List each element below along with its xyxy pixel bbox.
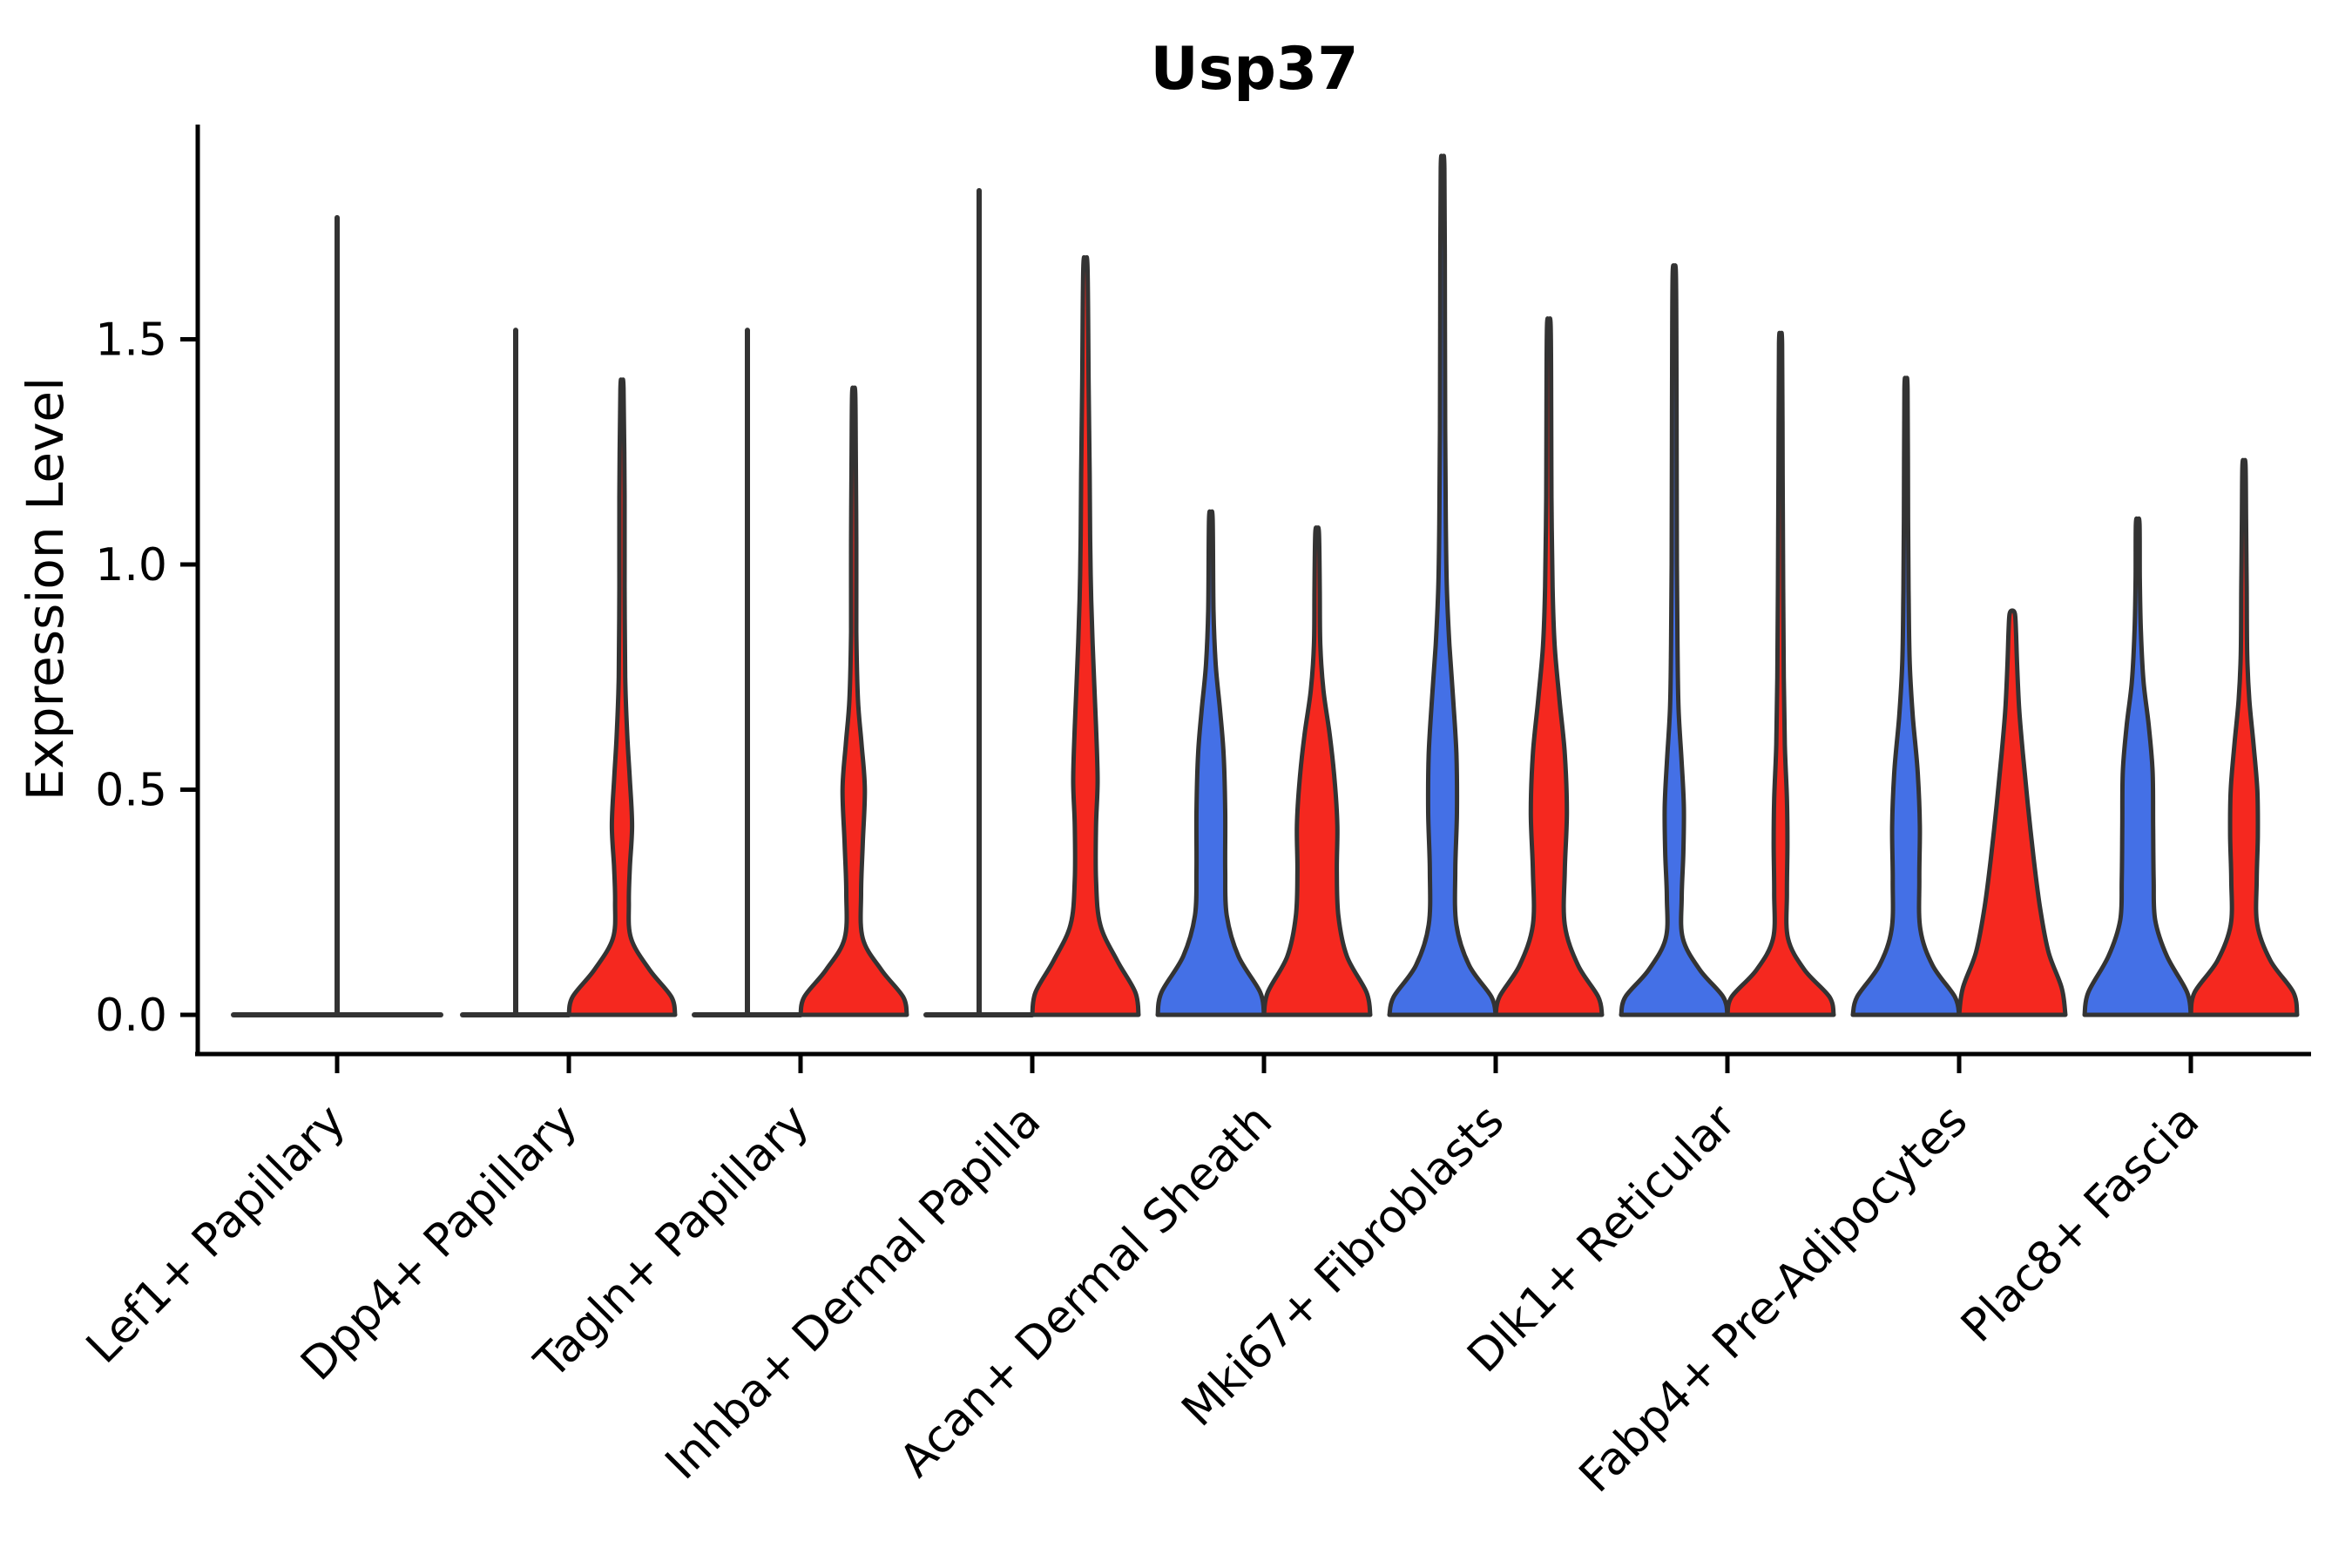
violin-fabp4-split1	[1850, 375, 1962, 1017]
y-tick-label: 0.0	[95, 990, 167, 1042]
violin-dlk1-split2	[1725, 330, 1836, 1017]
violin-mki67-split2	[1493, 316, 1605, 1017]
chart-title: Usp37	[1151, 35, 1359, 104]
x-tick-label: Acan+ Dermal Sheath	[890, 1095, 1283, 1488]
violin-acan-split2	[1261, 525, 1373, 1017]
y-tick-label: 1.5	[95, 314, 167, 367]
x-tick-label: Plac8+ Fascia	[1951, 1095, 2209, 1353]
y-tick-label: 1.0	[95, 539, 167, 591]
violins-layer	[231, 153, 2300, 1017]
x-tick-label: Fabp4+ Pre-Adipocytes	[1570, 1095, 1977, 1503]
violin-plac8-split1	[2082, 516, 2193, 1017]
violin-acan-split1	[1155, 509, 1267, 1017]
violin-dpp4-split2	[566, 377, 678, 1017]
violin-inhba-split2	[1030, 254, 1141, 1017]
violin-tagln-split2	[798, 385, 909, 1017]
violin-fabp4-split2	[1957, 608, 2068, 1017]
violin-plac8-split2	[2188, 457, 2300, 1017]
violin-dlk1-split1	[1619, 263, 1730, 1017]
x-tick-label: Inhba+ Dermal Papilla	[656, 1095, 1051, 1490]
y-tick-label: 0.5	[95, 765, 167, 817]
y-axis-label: Expression Level	[16, 377, 75, 801]
violin-mki67-split1	[1387, 153, 1498, 1017]
